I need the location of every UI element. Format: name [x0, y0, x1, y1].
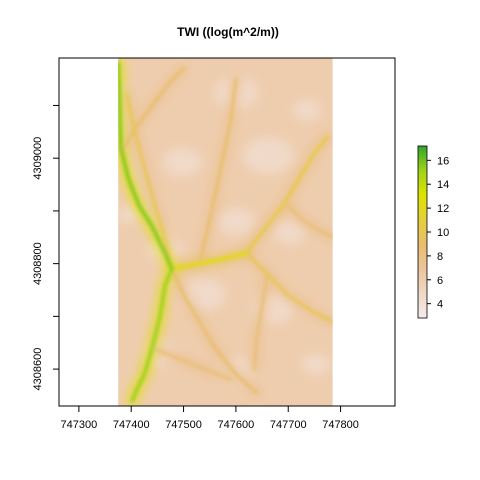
channel-line [119, 67, 186, 155]
channel-line [252, 272, 269, 371]
x-tick-label: 747500 [165, 419, 202, 431]
hilltop-patch [243, 137, 294, 174]
channel-line [197, 77, 238, 266]
channel-line [150, 346, 233, 382]
hilltop-patch [162, 148, 203, 177]
hilltop-patch [118, 206, 141, 223]
y-tick-label: 4308600 [32, 348, 44, 391]
hilltop-patch [217, 208, 255, 235]
channel-line [130, 266, 174, 403]
hilltop-patch [273, 220, 307, 244]
x-tick-label: 747400 [113, 419, 150, 431]
channel-line [286, 204, 333, 239]
hilltop-patch [301, 354, 330, 375]
colorbar-tick-label: 10 [437, 227, 449, 239]
channel-line [125, 93, 174, 271]
y-axis: 4308600 4308800 4309000 [32, 89, 60, 403]
channel-line [170, 267, 259, 395]
channel-network [118, 61, 333, 403]
y-tick-label: 4308800 [32, 242, 44, 285]
y-tick-label: 4309000 [32, 137, 44, 180]
map-title: TWI ((log(m^2/m)) [177, 25, 279, 39]
channel-line [170, 251, 249, 271]
colorbar-tick-label: 14 [437, 179, 449, 191]
x-axis: 747300 747400 747500 747600 747700 747800 [61, 405, 359, 431]
channel-line [118, 61, 174, 271]
channel-line [244, 251, 333, 324]
twi-raster [118, 58, 333, 406]
x-tick-label: 747700 [270, 419, 307, 431]
channel-line [244, 135, 329, 255]
colorbar: 4 6 8 10 12 14 16 [417, 145, 449, 319]
colorbar-tick-label: 6 [437, 275, 443, 287]
colorbar-tick-label: 8 [437, 251, 443, 263]
colorbar-tick-label: 4 [437, 299, 443, 311]
colorbar-tick-label: 16 [437, 155, 449, 167]
hilltop-patch [292, 100, 321, 121]
x-tick-label: 747300 [61, 419, 98, 431]
colorbar-tick-label: 12 [437, 203, 449, 215]
x-tick-label: 747600 [218, 419, 255, 431]
x-tick-label: 747800 [322, 419, 359, 431]
colorbar-scale [417, 145, 428, 319]
